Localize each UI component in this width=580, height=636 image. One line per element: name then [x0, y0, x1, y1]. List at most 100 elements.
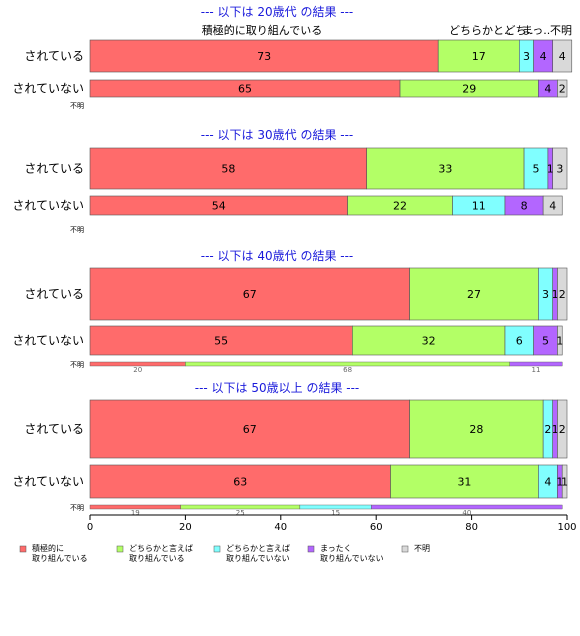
panel-title: --- 以下は 40歳代 の結果 --- — [201, 249, 354, 263]
legend-label: 不明 — [414, 544, 430, 553]
row-label: 不明 — [70, 226, 84, 234]
data-label: 29 — [462, 83, 476, 96]
panel-title: --- 以下は 50歳以上 の結果 --- — [195, 381, 360, 395]
data-label: 54 — [212, 200, 226, 213]
data-label: 5 — [542, 335, 549, 348]
data-label: 4 — [549, 200, 556, 213]
bar-segment — [552, 147, 568, 190]
data-label: 2 — [559, 83, 566, 96]
legend-label: どちらかと言えば取り組んでいない — [226, 543, 290, 563]
legend-swatch — [401, 545, 409, 553]
data-label: 65 — [238, 83, 252, 96]
data-label: 8 — [521, 200, 528, 213]
legend-swatch — [116, 545, 124, 553]
row-label: されていない — [12, 199, 84, 213]
x-tick-label: 40 — [274, 522, 287, 533]
data-label: 55 — [214, 335, 228, 348]
bar-segment — [557, 79, 568, 98]
data-label: 2 — [559, 423, 566, 436]
column-header: どちらかと.. — [449, 24, 511, 37]
row-label: 不明 — [70, 504, 84, 512]
data-label: 27 — [467, 288, 481, 301]
legend-label: 積極的に取り組んでいる — [32, 543, 88, 563]
data-label: 1 — [556, 476, 563, 489]
data-label: 1 — [547, 163, 554, 176]
row-label: されている — [24, 49, 84, 63]
data-label: 1 — [561, 476, 568, 489]
bar-segment — [409, 267, 539, 321]
data-label: 28 — [469, 423, 483, 436]
panel-title: --- 以下は 20歳代 の結果 --- — [201, 5, 354, 19]
data-label: 1 — [556, 335, 563, 348]
column-header: 積極的に取り組んでいる — [202, 23, 322, 37]
data-label: 5 — [532, 163, 539, 176]
legend-label: どちらかと言えば取り組んでいる — [129, 543, 193, 563]
data-label: 4 — [544, 83, 551, 96]
x-tick-label: 80 — [465, 522, 478, 533]
panel-title: --- 以下は 30歳代 の結果 --- — [201, 128, 354, 142]
data-label: 58 — [221, 163, 235, 176]
legend: 積極的に取り組んでいる どちらかと言えば取り組んでいる どちらかと言えば取り組んでい… — [19, 543, 430, 563]
data-label: 33 — [438, 163, 452, 176]
bar-segment — [542, 195, 563, 216]
row-label: されていない — [12, 475, 84, 489]
bar-segment — [409, 399, 544, 459]
data-label: 11 — [532, 366, 541, 374]
column-header: どち.. — [505, 24, 534, 37]
bar-segment — [371, 504, 563, 510]
data-label: 4 — [544, 476, 551, 489]
bar-segment — [89, 464, 391, 499]
bar-segment — [352, 325, 506, 356]
data-label: 73 — [257, 50, 271, 63]
data-label: 40 — [462, 509, 471, 517]
x-tick-label: 20 — [179, 522, 192, 533]
data-label: 67 — [243, 423, 257, 436]
legend-swatch — [213, 545, 221, 553]
bar-segment — [390, 464, 539, 499]
data-label: 20 — [133, 366, 142, 374]
bar-segment — [89, 39, 439, 73]
legend-swatch — [19, 545, 27, 553]
data-label: 1 — [552, 288, 559, 301]
row-label: されていない — [12, 334, 84, 348]
column-headers: 積極的に取り組んでいる どちらかと..どち..まっ.. 不明 — [202, 23, 572, 37]
data-label: 1 — [552, 423, 559, 436]
panel-2: --- 以下は 30歳代 の結果 --- されている 58 33 5 1 3 されていない 54… — [12, 128, 568, 234]
bar-segment — [561, 464, 568, 499]
legend-label: まったく取り組んでいない — [320, 544, 384, 563]
bar-segment — [89, 267, 410, 321]
data-label: 3 — [556, 163, 563, 176]
legend-swatch — [307, 545, 315, 553]
data-label: 4 — [559, 50, 566, 63]
data-label: 15 — [331, 509, 340, 517]
bar-segment — [437, 39, 520, 73]
row-label: 不明 — [70, 361, 84, 369]
x-axis: 0 20 40 60 80 100 — [87, 514, 577, 533]
data-label: 68 — [343, 366, 352, 374]
data-label: 6 — [516, 335, 523, 348]
bar-segment — [89, 325, 353, 356]
data-label: 3 — [523, 50, 530, 63]
data-label: 17 — [472, 50, 486, 63]
data-label: 3 — [542, 288, 549, 301]
data-label: 22 — [393, 200, 407, 213]
row-label: されている — [24, 162, 84, 176]
x-tick-label: 100 — [557, 522, 576, 533]
row-label: 不明 — [70, 102, 84, 110]
bar-segment — [557, 267, 568, 321]
data-label: 25 — [236, 509, 245, 517]
data-label: 4 — [540, 50, 547, 63]
data-label: 67 — [243, 288, 257, 301]
bar-segment — [509, 361, 563, 367]
bar-segment — [552, 39, 573, 73]
bar-segment — [557, 399, 568, 459]
data-label: 2 — [544, 423, 551, 436]
data-label: 32 — [422, 335, 436, 348]
x-tick-label: 60 — [370, 522, 383, 533]
bar-segment — [89, 147, 367, 190]
